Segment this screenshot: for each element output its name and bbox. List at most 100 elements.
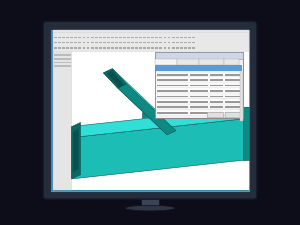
Bar — [95, 47, 98, 49]
Bar — [103, 47, 106, 49]
Bar — [156, 110, 242, 115]
Bar — [119, 47, 122, 49]
Bar — [225, 96, 241, 97]
Bar — [54, 42, 57, 43]
Bar — [141, 195, 159, 208]
Bar — [66, 37, 69, 38]
Bar — [52, 30, 248, 191]
Bar — [160, 42, 162, 43]
Bar — [52, 190, 248, 191]
Bar — [123, 42, 126, 43]
Bar — [188, 42, 191, 43]
Bar — [62, 37, 65, 38]
Bar — [156, 72, 242, 77]
Bar — [192, 47, 195, 49]
Bar — [190, 106, 208, 108]
Bar — [111, 37, 114, 38]
Bar — [143, 37, 146, 38]
Bar — [151, 42, 154, 43]
Bar — [155, 59, 177, 65]
Bar — [156, 65, 242, 71]
Bar — [158, 101, 188, 103]
Bar — [176, 37, 178, 38]
Bar — [54, 62, 70, 63]
Bar — [78, 37, 81, 38]
Bar — [54, 37, 57, 38]
Bar — [190, 112, 208, 114]
Bar — [135, 47, 138, 49]
Bar — [111, 42, 114, 43]
Bar — [52, 32, 249, 33]
Bar — [160, 37, 162, 38]
Bar — [70, 37, 73, 38]
Bar — [156, 77, 242, 82]
Bar — [147, 37, 150, 38]
Bar — [155, 52, 243, 118]
Bar — [95, 42, 98, 43]
Bar — [147, 47, 150, 49]
Bar — [135, 42, 138, 43]
Polygon shape — [107, 71, 124, 88]
Bar — [52, 30, 249, 52]
Bar — [225, 112, 241, 114]
Bar — [119, 37, 122, 38]
Bar — [111, 47, 114, 49]
Bar — [224, 59, 239, 65]
Bar — [123, 37, 126, 38]
Bar — [192, 37, 195, 38]
Bar — [87, 42, 89, 43]
Bar — [54, 65, 70, 67]
Bar — [225, 74, 241, 76]
Bar — [95, 37, 98, 38]
Bar — [158, 79, 188, 81]
Bar — [74, 47, 77, 49]
Bar — [52, 52, 72, 190]
Bar — [74, 42, 77, 43]
Bar — [188, 47, 191, 49]
Ellipse shape — [125, 205, 175, 211]
Bar — [131, 42, 134, 43]
Bar — [103, 37, 106, 38]
Bar — [184, 47, 187, 49]
Bar — [99, 37, 102, 38]
Bar — [62, 47, 65, 49]
Bar — [115, 42, 118, 43]
Polygon shape — [73, 129, 78, 172]
Bar — [180, 42, 183, 43]
Bar — [160, 47, 162, 49]
Bar — [210, 85, 223, 86]
Bar — [190, 90, 208, 92]
Bar — [190, 79, 208, 81]
Polygon shape — [103, 69, 160, 118]
Bar — [155, 47, 158, 49]
Bar — [176, 47, 178, 49]
Bar — [155, 42, 158, 43]
Bar — [115, 47, 118, 49]
Bar — [188, 37, 191, 38]
Bar — [91, 37, 94, 38]
Bar — [172, 47, 175, 49]
Bar — [225, 79, 241, 81]
Bar — [158, 112, 188, 114]
Bar — [164, 37, 166, 38]
Bar — [58, 37, 61, 38]
Bar — [192, 42, 195, 43]
Bar — [66, 42, 69, 43]
Bar — [82, 42, 85, 43]
Bar — [184, 37, 187, 38]
Polygon shape — [103, 69, 127, 88]
Bar — [143, 42, 146, 43]
Bar — [155, 37, 158, 38]
Bar — [156, 83, 242, 88]
Bar — [225, 106, 241, 108]
Bar — [190, 74, 208, 76]
Bar — [176, 42, 178, 43]
Bar — [172, 37, 175, 38]
Bar — [82, 37, 85, 38]
Bar — [91, 42, 94, 43]
Bar — [143, 47, 146, 49]
Bar — [190, 101, 208, 103]
Bar — [167, 42, 170, 43]
Bar — [156, 93, 242, 99]
Bar — [151, 47, 154, 49]
